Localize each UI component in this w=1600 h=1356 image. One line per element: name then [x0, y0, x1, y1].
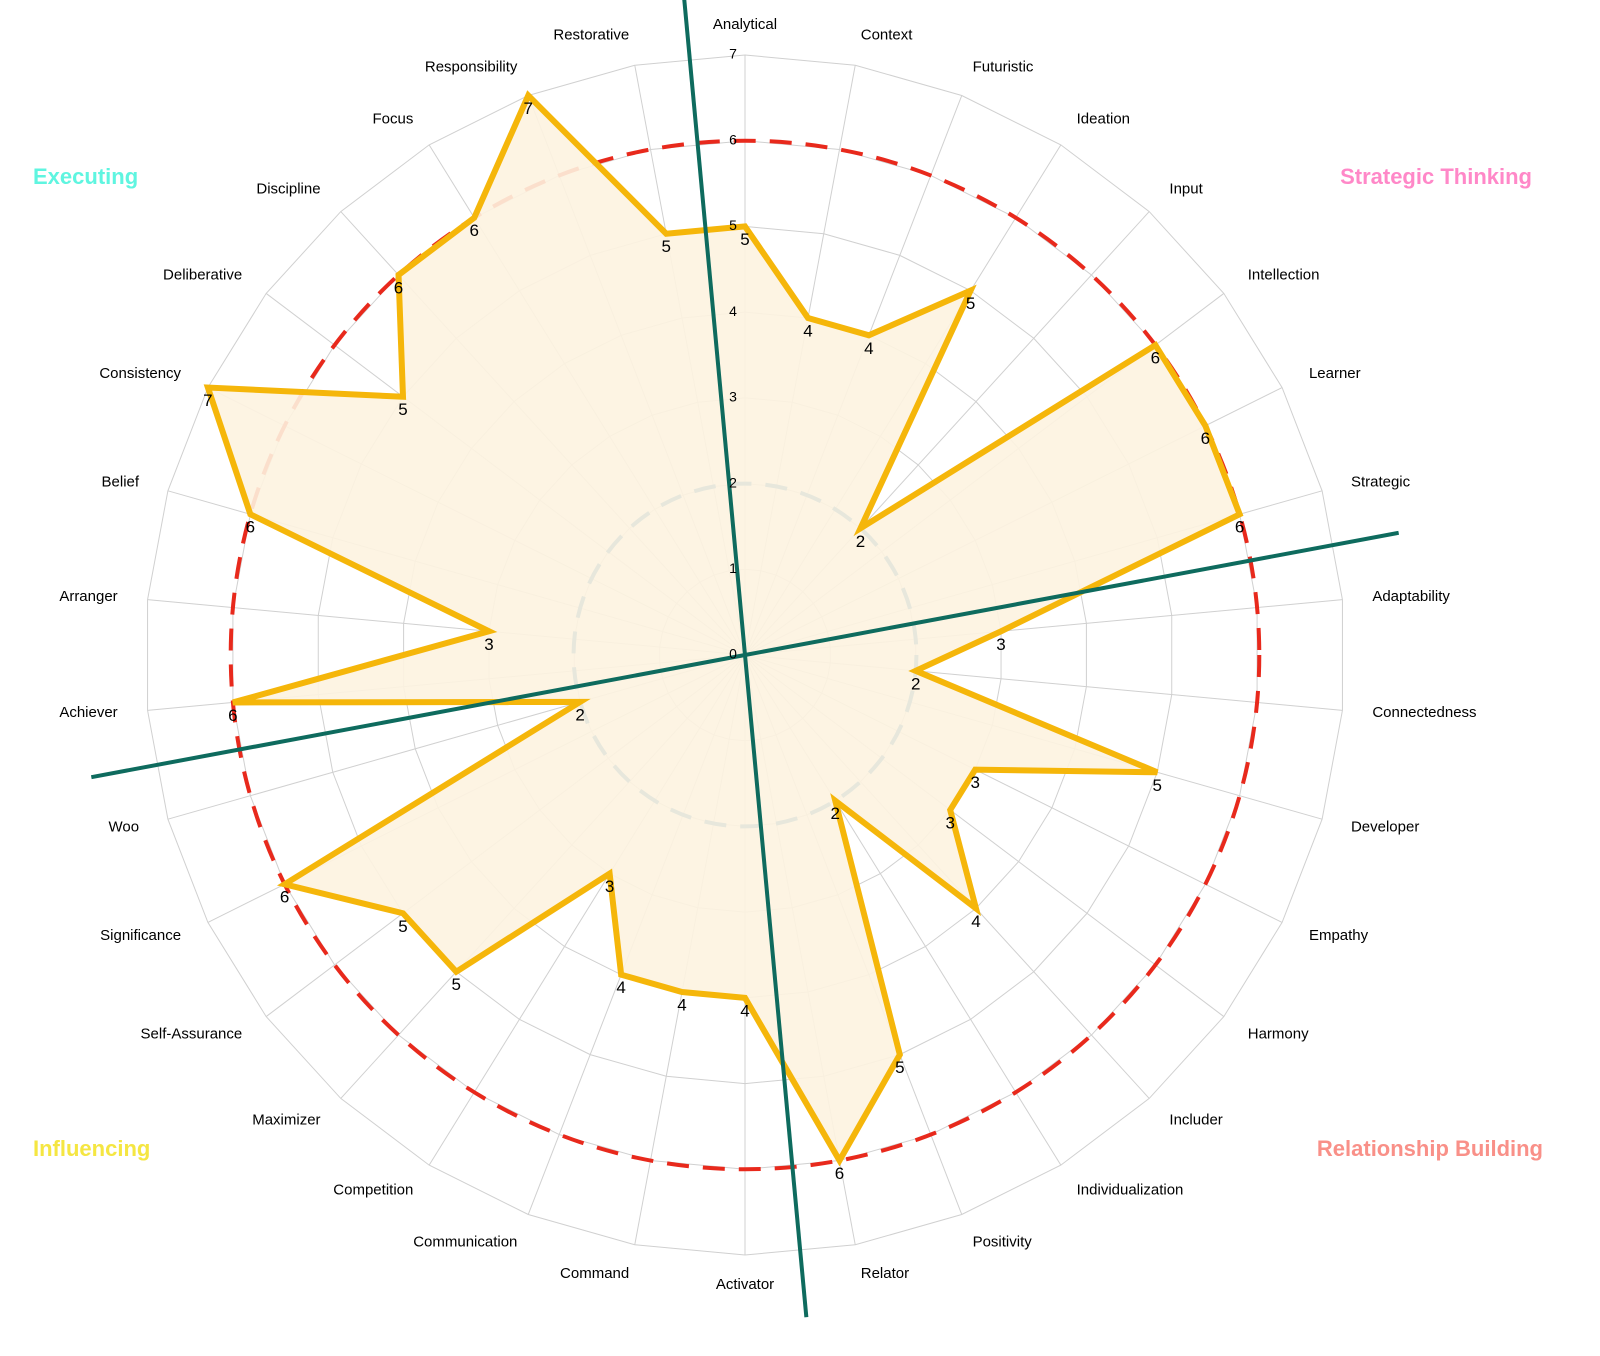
value-label: 3 — [945, 813, 954, 832]
r-tick-label: 1 — [729, 560, 737, 576]
category-label: Analytical — [713, 16, 777, 33]
value-label: 3 — [484, 635, 493, 654]
category-label: Includer — [1169, 1112, 1222, 1129]
quadrant-divider — [743, 654, 809, 1318]
value-label: 4 — [864, 339, 873, 358]
category-label: Context — [861, 27, 914, 44]
value-label: 5 — [1152, 776, 1161, 795]
category-label: Learner — [1309, 365, 1361, 382]
reference-circle — [228, 138, 1262, 1172]
quadrant-divider — [90, 653, 746, 780]
quadrant-divider — [744, 530, 1400, 657]
value-label: 6 — [1235, 518, 1244, 537]
category-label: Futuristic — [973, 59, 1034, 76]
category-label: Harmony — [1248, 1026, 1309, 1043]
category-label: Woo — [108, 818, 139, 835]
value-label: 5 — [895, 1058, 904, 1077]
value-label: 6 — [228, 706, 237, 725]
value-label: 4 — [677, 996, 686, 1015]
value-label: 6 — [394, 278, 403, 297]
category-label: Consistency — [99, 365, 181, 382]
category-label: Maximizer — [252, 1112, 320, 1129]
group-label: Executing — [33, 164, 138, 189]
category-label: Significance — [100, 927, 181, 944]
value-label: 4 — [803, 321, 812, 340]
category-label: Restorative — [553, 27, 629, 44]
value-label: 5 — [398, 400, 407, 419]
category-label: Positivity — [973, 1233, 1033, 1250]
value-label: 6 — [280, 888, 289, 907]
category-label: Responsibility — [425, 59, 518, 76]
category-label: Intellection — [1248, 266, 1320, 283]
value-label: 5 — [740, 230, 749, 249]
value-label: 5 — [662, 237, 671, 256]
value-label: 3 — [996, 635, 1005, 654]
value-label: 6 — [246, 518, 255, 537]
value-label: 4 — [971, 912, 980, 931]
value-label: 4 — [740, 1001, 749, 1020]
r-tick-label: 2 — [729, 474, 737, 490]
category-label: Adaptability — [1372, 588, 1450, 605]
category-label: Empathy — [1309, 927, 1369, 944]
r-tick-label: 7 — [729, 46, 737, 62]
value-label: 7 — [203, 391, 212, 410]
category-label: Strategic — [1351, 474, 1411, 491]
value-label: 6 — [835, 1164, 844, 1183]
category-label: Ideation — [1077, 110, 1130, 127]
value-label: 2 — [831, 804, 840, 823]
value-label: 6 — [1201, 429, 1210, 448]
value-label: 6 — [1151, 349, 1160, 368]
category-label: Competition — [333, 1182, 413, 1199]
value-label: 2 — [911, 674, 920, 693]
category-label: Activator — [716, 1276, 774, 1293]
r-tick-label: 3 — [729, 389, 737, 405]
group-label: Relationship Building — [1317, 1136, 1543, 1161]
group-label: Influencing — [33, 1136, 150, 1161]
category-label: Achiever — [59, 704, 117, 721]
category-label: Command — [560, 1265, 629, 1282]
category-label: Developer — [1351, 818, 1419, 835]
r-tick-label: 5 — [729, 217, 737, 233]
value-label: 4 — [616, 978, 625, 997]
r-tick-label: 6 — [729, 131, 737, 147]
category-label: Belief — [102, 474, 140, 491]
value-label: 5 — [398, 917, 407, 936]
category-label: Deliberative — [163, 266, 242, 283]
value-label: 6 — [470, 221, 479, 240]
category-label: Connectedness — [1372, 704, 1476, 721]
value-label: 3 — [605, 877, 614, 896]
value-label: 7 — [524, 99, 533, 118]
category-label: Individualization — [1077, 1182, 1184, 1199]
category-label: Self-Assurance — [141, 1026, 243, 1043]
group-label: Strategic Thinking — [1340, 164, 1532, 189]
value-label: 3 — [970, 773, 979, 792]
category-label: Discipline — [256, 180, 320, 197]
category-label: Relator — [861, 1265, 909, 1282]
category-label: Arranger — [59, 588, 117, 605]
category-label: Input — [1169, 180, 1203, 197]
r-tick-label: 0 — [729, 646, 737, 662]
quadrant-divider — [682, 0, 747, 656]
value-label: 2 — [575, 705, 584, 724]
value-label: 5 — [966, 294, 975, 313]
value-label: 5 — [452, 975, 461, 994]
value-label: 2 — [856, 532, 865, 551]
category-label: Focus — [372, 110, 413, 127]
category-label: Communication — [413, 1233, 517, 1250]
r-tick-label: 4 — [729, 303, 737, 319]
